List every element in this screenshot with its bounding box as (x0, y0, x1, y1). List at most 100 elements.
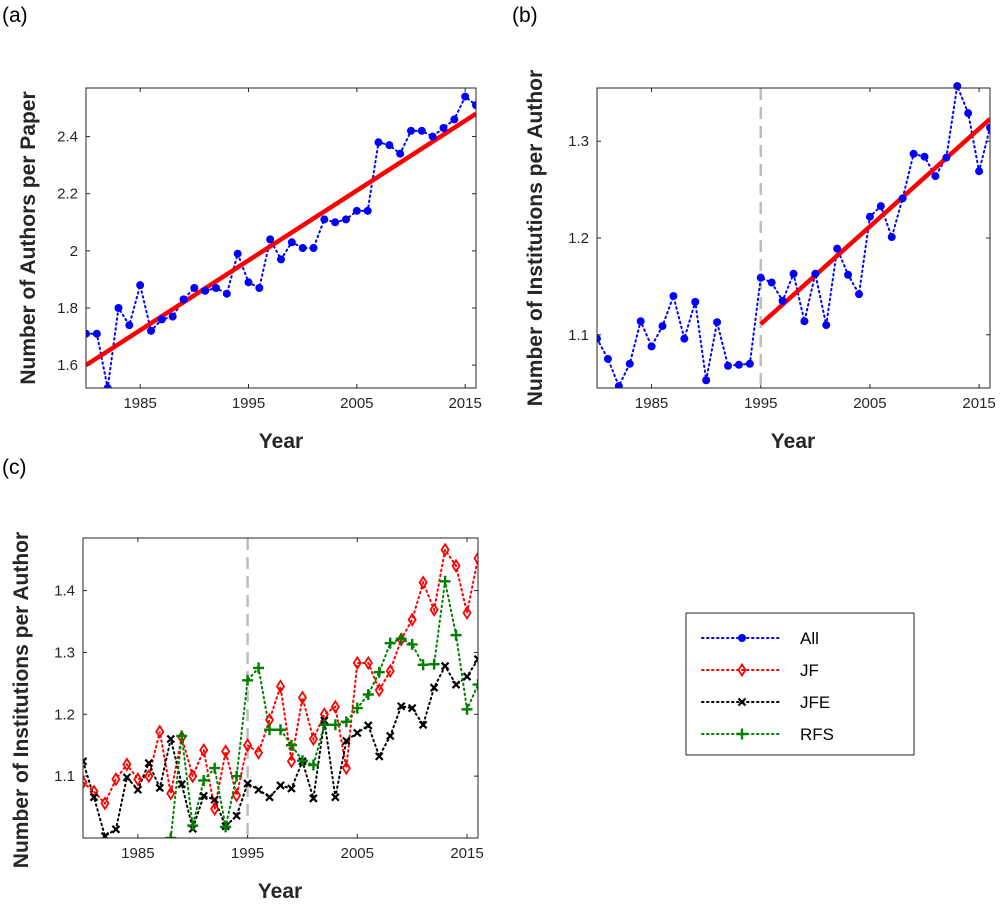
panel-a-all-point-1990 (190, 284, 199, 292)
panel-c-jfe-point-1985 (133, 785, 143, 795)
panel-c-x-tick-label-1995: 1995 (231, 845, 264, 862)
panel-c-jfe-point-2004 (342, 736, 351, 746)
panel-b-all-point-2002 (833, 244, 842, 253)
panel-c-jf-point-1995 (243, 738, 253, 753)
panel-c-rfs-point-2015 (461, 703, 473, 715)
panel-b-all-point-1987 (669, 292, 678, 301)
panel-c-jf-point-1983 (111, 772, 121, 787)
panel-a-all-point-2016 (472, 101, 476, 110)
panel-c-jfe-point-1995 (243, 779, 252, 788)
panel-a-all-point-1989 (179, 295, 188, 304)
panel-c-jfe-point-2001 (309, 794, 318, 803)
panel-c-jf-point-2010 (407, 612, 417, 627)
panel-c-jf-point-1998 (275, 679, 286, 694)
panel-a-x-axis-title: Year (259, 430, 303, 453)
panel-a-all-point-2003 (331, 218, 340, 227)
panel-b-all-point-1993 (734, 360, 743, 369)
panel-c-jf-point-2011 (418, 575, 428, 590)
panel-c-jfe-point-1997 (265, 792, 274, 802)
panel-c-y-tick-label-1.2: 1.2 (54, 706, 75, 723)
panel-c-jfe-point-2009 (396, 701, 406, 711)
panel-a-all-point-1994 (233, 249, 242, 258)
panel-c: (c) 1985 1995 2005 2015 1.1 1.2 1.3 1.4 Year Nu… (2, 456, 484, 903)
panel-c-rfs-point-2002 (318, 719, 330, 731)
panel-c-rfs-point-2014 (450, 629, 462, 641)
panel-a-all-point-1998 (277, 255, 285, 264)
legend-entry-rfs: RFS (701, 725, 834, 744)
panel-c-jf-point-2001 (308, 731, 318, 747)
panel-b-all-point-1983 (625, 359, 634, 368)
panel-a-all-point-2001 (309, 244, 318, 252)
panel-b-all-point-2011 (931, 172, 940, 181)
panel-a-all-point-1993 (222, 289, 231, 298)
panel-c-jfe-point-1983 (111, 825, 121, 834)
panel-c-rfs-point-1989 (176, 730, 188, 742)
panel-b-all-point-1980 (597, 334, 601, 343)
panel-c-rfs-point-2010 (406, 638, 418, 650)
panel-b-all-point-2010 (920, 152, 929, 161)
panel-c-jf-point-1993 (221, 744, 231, 759)
panel-c-rfs-point-1994 (231, 770, 243, 782)
panel-c-jf-point-2014 (451, 558, 461, 574)
panel-b-all-point-1990 (702, 376, 711, 385)
panel-a-all-point-1981 (92, 329, 101, 338)
panel-b-all-point-2003 (844, 270, 853, 279)
panel-a-all-point-1997 (266, 235, 275, 244)
panel-c-jf-point-1996 (253, 745, 264, 760)
panel-b-y-tick-label-1.1: 1.1 (568, 327, 589, 344)
panel-c-rfs-point-1997 (264, 724, 276, 736)
panel-a-x-tick-label-1985: 1985 (123, 395, 156, 412)
panel-b-label: (b) (512, 4, 538, 27)
panel-c-jf-point-1986 (144, 768, 154, 784)
panel-c-series-jfe-markers (83, 654, 478, 838)
panel-c-jf-point-1991 (199, 742, 209, 758)
panel-c-jfe-point-2011 (418, 720, 428, 730)
panel-b-all-point-2000 (811, 269, 820, 278)
legend-entry-jfe: JFE (701, 693, 830, 712)
panel-a-axes-box (85, 87, 477, 389)
panel-b-x-tick-label-1995: 1995 (744, 395, 777, 412)
panel-c-rfs-point-1993 (220, 821, 232, 833)
panel-c-x-axis-title: Year (258, 880, 302, 903)
panel-a-all-point-1985 (136, 281, 145, 290)
panel-c-series-rfs-markers (165, 575, 478, 838)
panel-a-series-all-markers (86, 92, 476, 388)
legend-jf-marker (737, 662, 747, 678)
panel-b-series-all-line (597, 82, 990, 388)
panel-c-rfs-point-2000 (296, 755, 308, 767)
panel-c-x-tick-label-1985: 1985 (121, 845, 154, 862)
panel-c-jfe-point-1988 (166, 734, 176, 744)
panel-a-all-point-1992 (212, 284, 220, 292)
panel-c-jf-point-2003 (330, 699, 340, 715)
panel-b-all-point-1988 (680, 334, 689, 343)
panel-b-x-tick-label-2005: 2005 (853, 395, 886, 412)
panel-c-jf-point-2000 (297, 690, 308, 705)
legend-jf-label: JF (800, 661, 819, 680)
panel-c-y-axis-title: Number of Institutions per Author (10, 532, 33, 868)
panel-c-jfe-point-1999 (287, 784, 296, 793)
panel-b-all-point-1998 (789, 269, 798, 278)
panel-c-jf-point-1982 (100, 796, 110, 811)
legend-rfs-marker (736, 728, 748, 740)
panel-b-all-point-2005 (865, 212, 874, 221)
legend-jfe-label: JFE (800, 693, 830, 712)
panel-a-y-tick-label-2.2: 2.2 (57, 186, 78, 203)
panel-c-jfe-point-1986 (144, 758, 154, 768)
panel-a-all-point-2004 (342, 215, 350, 224)
panel-a-all-point-2005 (352, 206, 361, 215)
panel-c-jfe-point-2016 (473, 654, 478, 664)
panel-c-rfs-point-2016 (472, 679, 478, 691)
panel-c-jf-point-1985 (133, 772, 143, 787)
legend-rfs-label: RFS (800, 725, 834, 744)
panel-c-rfs-point-2012 (428, 658, 440, 670)
panel-c-jfe-point-1996 (254, 785, 263, 795)
panel-b-all-point-1995 (756, 273, 765, 282)
panel-c-jfe-point-2007 (374, 752, 384, 761)
panel-c-rfs-point-2011 (417, 659, 429, 671)
panel-c-jfe-point-1989 (177, 779, 187, 789)
panel-c-x-tick-label-2015: 2015 (450, 845, 483, 862)
panel-a-all-point-2002 (320, 215, 329, 224)
panel-b-all-point-2012 (942, 153, 951, 162)
legend-entry-jf: JF (701, 661, 819, 680)
